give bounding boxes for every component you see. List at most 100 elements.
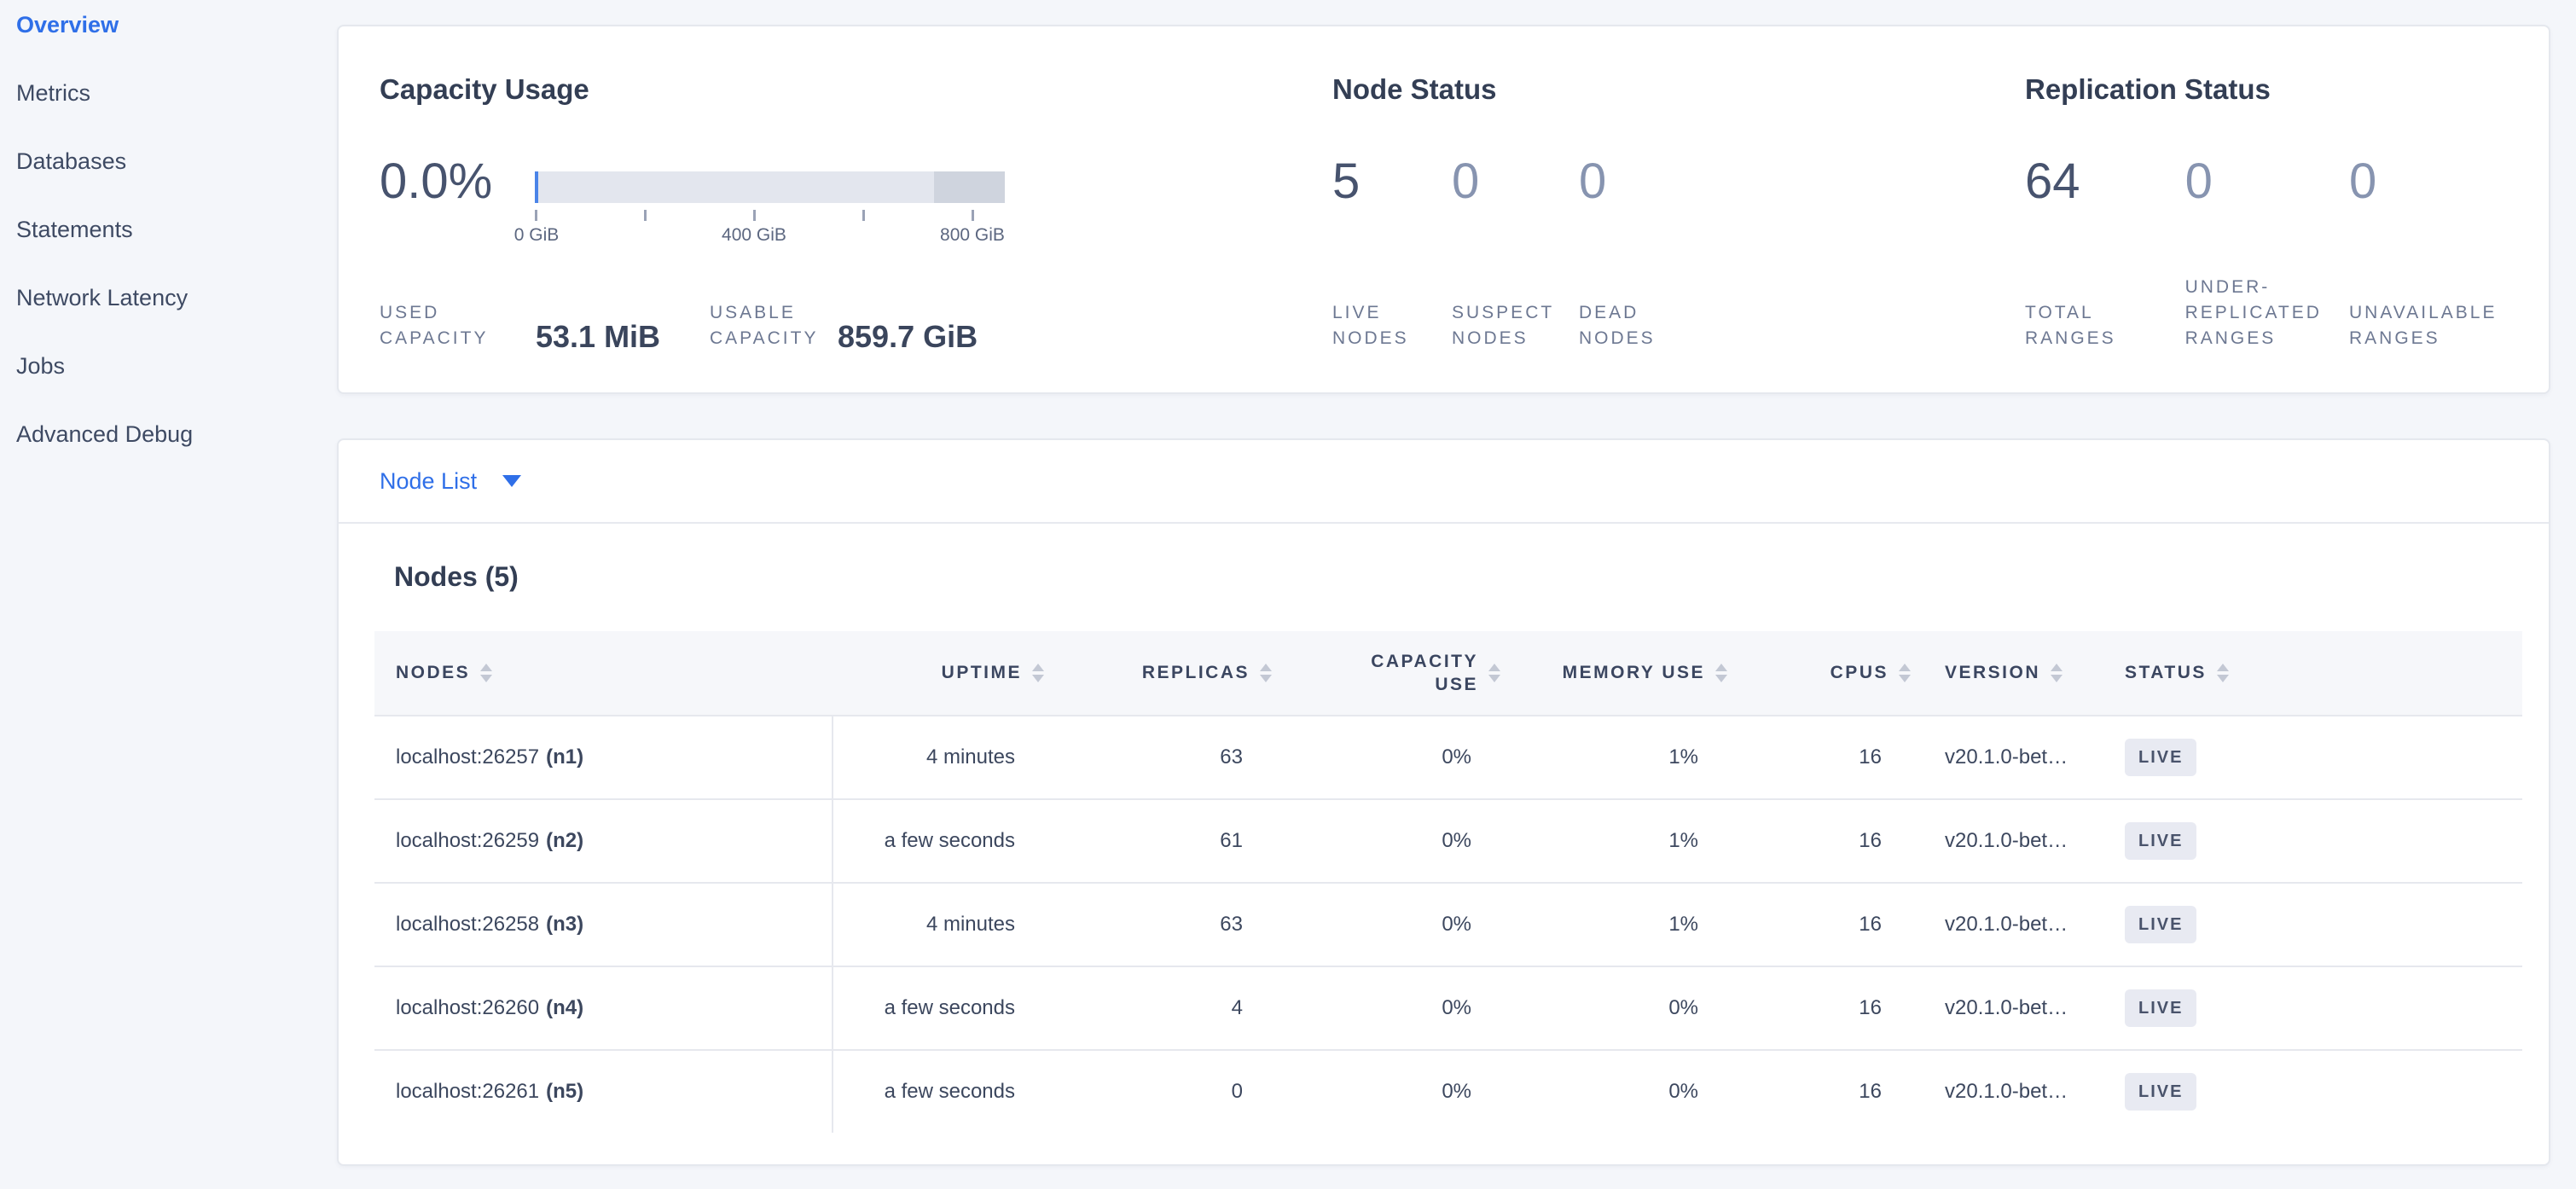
column-header-replicas[interactable]: REPLICAS — [1044, 663, 1272, 683]
capacity-use-cell: 0% — [1442, 913, 1471, 936]
status-badge: LIVE — [2125, 989, 2197, 1027]
column-header-cpus[interactable]: CPUS — [1727, 663, 1911, 683]
capacity-bar-track — [535, 171, 1005, 203]
uptime-cell: a few seconds — [884, 1080, 1015, 1103]
column-header-capacity-use[interactable]: CAPACITY USE — [1272, 650, 1500, 696]
table-row: localhost:26258 (n3) 4 minutes 63 0% 1% 1… — [374, 882, 2522, 966]
node-address-cell[interactable]: localhost:26260 (n4) — [374, 996, 832, 1020]
column-header-nodes[interactable]: NODES — [374, 663, 832, 683]
node-list-dropdown-label: Node List — [380, 467, 478, 494]
node-status-stats: 5 LIVE NODES 0 SUSPECT NODES 0 DEAD NODE… — [1332, 154, 1989, 351]
sidebar: Overview Metrics Databases Statements Ne… — [0, 0, 337, 1189]
status-cell: LIVE — [2120, 739, 2333, 776]
live-nodes-value: 5 — [1332, 154, 1361, 209]
replication-status-title: Replication Status — [2025, 73, 2271, 105]
sort-icon — [1488, 664, 1500, 682]
node-address-cell[interactable]: localhost:26261 (n5) — [374, 1080, 832, 1104]
capacity-use-cell: 0% — [1442, 996, 1471, 1019]
column-header-status[interactable]: STATUS — [2120, 663, 2333, 683]
sort-icon — [1032, 664, 1044, 682]
node-address: localhost:26257 — [396, 745, 540, 768]
node-address-cell[interactable]: localhost:26259 (n2) — [374, 829, 832, 853]
node-id: (n5) — [546, 1080, 584, 1103]
capacity-use-cell: 0% — [1442, 745, 1471, 768]
replicas-cell: 63 — [1220, 913, 1243, 936]
table-row: localhost:26260 (n4) a few seconds 4 0% 0… — [374, 966, 2522, 1049]
table-row: localhost:26259 (n2) a few seconds 61 0% … — [374, 798, 2522, 882]
node-address-cell[interactable]: localhost:26258 (n3) — [374, 913, 832, 937]
sidebar-item-network-latency[interactable]: Network Latency — [16, 284, 189, 310]
capacity-axis-labels: 0 GiB 400 GiB 800 GiB — [514, 225, 1005, 247]
usable-capacity-value: 859.7 GiB — [838, 319, 978, 354]
dead-nodes-value: 0 — [1579, 154, 1607, 209]
memory-use-cell: 1% — [1668, 913, 1698, 936]
node-id: (n4) — [546, 996, 584, 1019]
under-replicated-value: 0 — [2184, 154, 2213, 209]
axis-tick — [644, 210, 647, 221]
dead-nodes-stat: 0 DEAD NODES — [1579, 154, 1681, 351]
column-header-label: VERSION — [1945, 663, 2041, 682]
cpus-cell: 16 — [1859, 1080, 1882, 1103]
node-address: localhost:26261 — [396, 1080, 540, 1103]
node-id: (n2) — [546, 829, 584, 852]
replicas-cell: 63 — [1220, 745, 1243, 768]
node-id: (n1) — [546, 745, 584, 768]
node-list-card: Node List Nodes (5) NODES UPTIME — [337, 438, 2550, 1166]
capacity-summary-row: USED CAPACITY 53.1 MiB USABLE CAPACITY 8… — [380, 300, 1309, 354]
uptime-cell: a few seconds — [884, 996, 1015, 1019]
sidebar-item-metrics[interactable]: Metrics — [16, 79, 90, 106]
memory-use-cell: 0% — [1668, 1080, 1698, 1103]
cpus-cell: 16 — [1859, 996, 1882, 1019]
total-ranges-label: TOTAL RANGES — [2025, 303, 2116, 348]
column-header-label: NODES — [396, 663, 471, 682]
capacity-use-cell: 0% — [1442, 1080, 1471, 1103]
axis-tick — [862, 210, 865, 221]
axis-label-800gib: 800 GiB — [940, 225, 1005, 245]
status-badge: LIVE — [2125, 822, 2197, 860]
chevron-down-icon — [502, 475, 522, 487]
axis-tick — [535, 210, 537, 221]
suspect-nodes-value: 0 — [1452, 154, 1480, 209]
sort-icon — [2051, 664, 2063, 682]
replicas-cell: 4 — [1231, 996, 1243, 1019]
sidebar-nav: Overview Metrics Databases Statements Ne… — [16, 0, 337, 468]
column-header-uptime[interactable]: UPTIME — [832, 663, 1044, 683]
uptime-cell: a few seconds — [884, 829, 1015, 852]
sidebar-item-databases[interactable]: Databases — [16, 148, 127, 174]
sidebar-item-advanced-debug[interactable]: Advanced Debug — [16, 420, 194, 447]
capacity-bar-other-segment — [933, 171, 1005, 203]
node-address: localhost:26260 — [396, 996, 540, 1019]
sort-icon — [1260, 664, 1272, 682]
status-cell: LIVE — [2120, 989, 2333, 1027]
sidebar-item-overview[interactable]: Overview — [16, 11, 119, 38]
sort-icon — [480, 664, 493, 682]
replicas-cell: 61 — [1220, 829, 1243, 852]
status-badge: LIVE — [2125, 906, 2197, 943]
node-address-cell[interactable]: localhost:26257 (n1) — [374, 745, 832, 769]
live-nodes-stat: 5 LIVE NODES — [1332, 154, 1452, 351]
column-header-version[interactable]: VERSION — [1911, 663, 2120, 683]
column-header-label: MEMORY USE — [1562, 663, 1705, 682]
memory-use-cell: 1% — [1668, 745, 1698, 768]
sidebar-item-jobs[interactable]: Jobs — [16, 352, 66, 379]
axis-tick — [753, 210, 756, 221]
table-row: localhost:26261 (n5) a few seconds 0 0% 0… — [374, 1049, 2522, 1133]
nodes-section: Nodes (5) NODES UPTIME REPLICAS — [339, 524, 2549, 1164]
column-header-memory-use[interactable]: MEMORY USE — [1500, 663, 1727, 683]
nodes-table: NODES UPTIME REPLICAS CAPACITY USE — [374, 631, 2522, 1133]
cpus-cell: 16 — [1859, 745, 1882, 768]
node-list-dropdown[interactable]: Node List — [380, 467, 522, 495]
capacity-bar-chart: 0 GiB 400 GiB 800 GiB — [514, 171, 1005, 247]
replicas-cell: 0 — [1231, 1080, 1243, 1103]
version-cell: v20.1.0-bet… — [1945, 745, 2068, 768]
used-capacity-label: USED CAPACITY — [380, 303, 489, 348]
sidebar-item-statements[interactable]: Statements — [16, 216, 133, 242]
capacity-use-cell: 0% — [1442, 829, 1471, 852]
under-replicated-label: UNDER-REPLICATED RANGES — [2184, 277, 2322, 348]
status-badge: LIVE — [2125, 739, 2197, 776]
cpus-cell: 16 — [1859, 829, 1882, 852]
status-badge: LIVE — [2125, 1073, 2197, 1111]
replication-status-section: Replication Status 64 TOTAL RANGES 0 UND… — [2025, 72, 2528, 351]
column-header-label: CPUS — [1830, 663, 1888, 682]
